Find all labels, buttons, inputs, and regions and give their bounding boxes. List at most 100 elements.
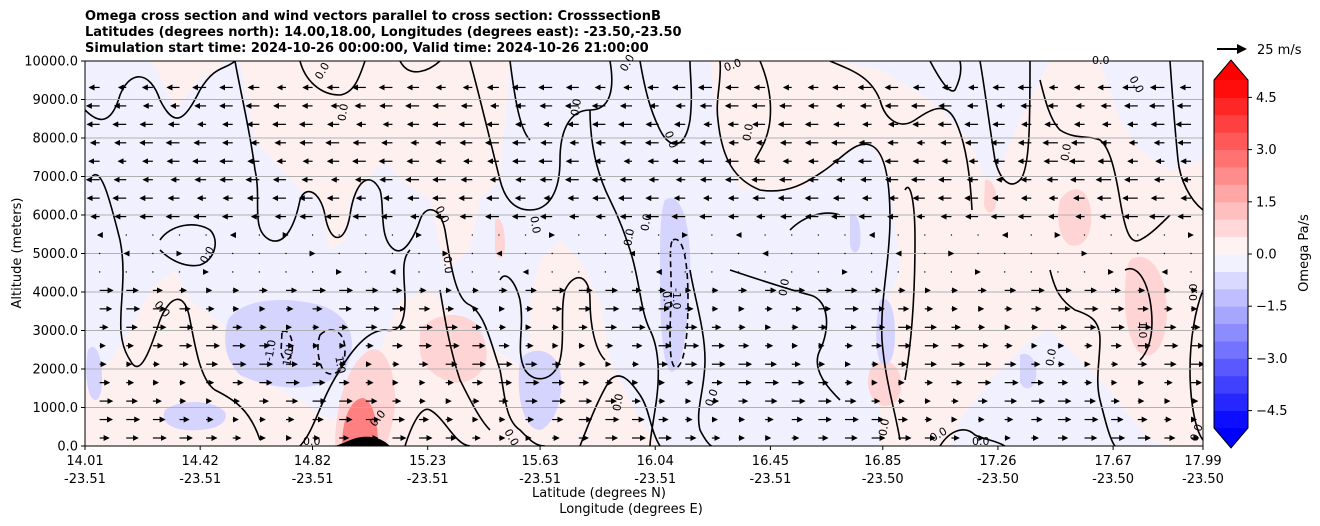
title-line-2: Latitudes (degrees north): 14.00,18.00, … [85,25,682,40]
title-line-1: Omega cross section and wind vectors par… [85,9,661,24]
colorbar-segment [1214,236,1248,255]
x-tick-label-lon: -23.51 [64,472,106,487]
contour-line-25 [1039,79,1171,242]
y-tick-label: 9000.0 [33,93,79,108]
wind-vector [950,271,953,273]
wind-vector [471,252,474,255]
wind-vector [285,252,287,255]
colorbar-tick-label: 0.0 [1256,248,1277,263]
wind-vector [338,234,340,236]
wind-vector [1030,234,1033,236]
contour-line-8 [404,408,471,446]
x-tick-label-lon: -23.50 [1092,472,1134,487]
x-tick-label-lon: -23.50 [977,472,1019,487]
contour-label: 0.0 [568,98,584,117]
contour-line-21 [829,61,973,211]
wind-vector [737,271,740,273]
wind-vector [578,271,580,273]
contour-label: 0.0 [876,418,892,437]
wind-vectors [85,84,1203,441]
colorbar-segment [1214,254,1248,272]
x-tick-label-lon: -23.51 [634,472,676,487]
contour-label: 0.0 [303,435,321,448]
contour-label: 0.0 [1043,348,1059,367]
wind-vector [844,252,846,255]
x-axis: 14.01 -23.51 14.42 -23.51 14.82 -23.51 15.23 -2… [64,446,1224,487]
wind-vector [657,234,660,236]
colorbar-segment [1214,410,1248,429]
wind-vector [258,252,261,255]
contour-line-5 [299,61,366,96]
contour-label: 0.0 [441,255,455,274]
y-tick-label: 2000.0 [33,363,79,378]
contour-label: 0.0 [740,123,756,142]
contour-line-11 [509,61,531,141]
colorbar-segment [1214,271,1248,290]
wind-vector [924,234,926,236]
wind-vector [524,234,527,236]
x-axis-label-latitude: Latitude (degrees N) [532,486,666,501]
y-axis: 0.0 1000.0 2000.0 3000.0 4000.0 5000.0 6000.0 7… [24,55,85,455]
wind-vector [844,234,846,236]
x-tick-label-lat: 17.67 [1095,454,1132,469]
x-tick-label-lat: 16.45 [752,454,789,469]
wind-vector [471,271,474,273]
colorbar-tick-label: 3.0 [1256,143,1277,158]
wind-vector [604,271,607,273]
title-line-3: Simulation start time: 2024-10-26 00:00:… [85,41,649,56]
y-tick-label: 4000.0 [33,286,79,301]
x-tick-label-lat: 14.01 [66,454,103,469]
contour-label: 0.0 [527,215,543,234]
wind-vector [1057,271,1059,273]
y-tick-label: 6000.0 [33,209,79,224]
x-tick-label-lon: -23.51 [519,472,561,487]
contour-line-6 [399,61,441,73]
colorbar-tick-label: −3.0 [1256,352,1288,367]
omega-positive-region-2 [85,270,620,446]
wind-vector [152,234,154,236]
wind-vector [365,234,367,236]
contour-label: 0.0 [972,435,990,448]
omega-positive-blob-1 [420,315,487,383]
wind-vector [1190,271,1192,273]
wind-vector [98,271,101,273]
wind-vector [311,271,314,273]
contour-label: 1.0 [280,348,296,367]
wind-vector [657,252,660,255]
wind-vector [152,271,154,273]
colorbar-segment [1214,358,1248,377]
contour-line-27 [1169,61,1203,211]
wind-vector [125,234,127,236]
contour-label: 0.0 [335,103,351,122]
y-tick-label: 1000.0 [33,401,79,416]
omega-negative-blob-7 [850,214,861,253]
wind-vector [1003,252,1006,255]
quiver-key: 25 m/s [1217,43,1302,58]
colorbar-extend-min [1214,428,1248,448]
wind-vector [817,252,820,255]
quiver-key-label: 25 m/s [1257,43,1302,58]
y-tick-label: 10000.0 [24,55,78,70]
contour-line-30 [1124,268,1153,361]
wind-vector [977,234,979,236]
wind-vector [205,252,207,255]
wind-vector [1083,271,1086,273]
colorbar-segment [1214,80,1248,98]
wind-vector [205,234,207,236]
contour-line-2 [89,173,261,441]
wind-vector [1137,234,1139,236]
wind-vector [1030,271,1033,273]
negative-contour-3 [280,330,294,361]
contour-line-19 [729,269,841,401]
wind-vector [391,252,394,255]
colorbar: 4.5 3.0 1.5 0.0 −1.5 −3.0 −4.5 [1213,59,1288,449]
omega-positive-blob-4 [868,360,902,406]
wind-vector [737,252,740,255]
contour-label: 0.0 [1188,422,1206,443]
chart-title: Omega cross section and wind vectors par… [85,9,682,57]
wind-vector [711,271,713,273]
wind-vector [1163,252,1166,255]
x-tick-label-lat: 15.63 [521,454,558,469]
x-tick-label-lon: -23.50 [862,472,904,487]
